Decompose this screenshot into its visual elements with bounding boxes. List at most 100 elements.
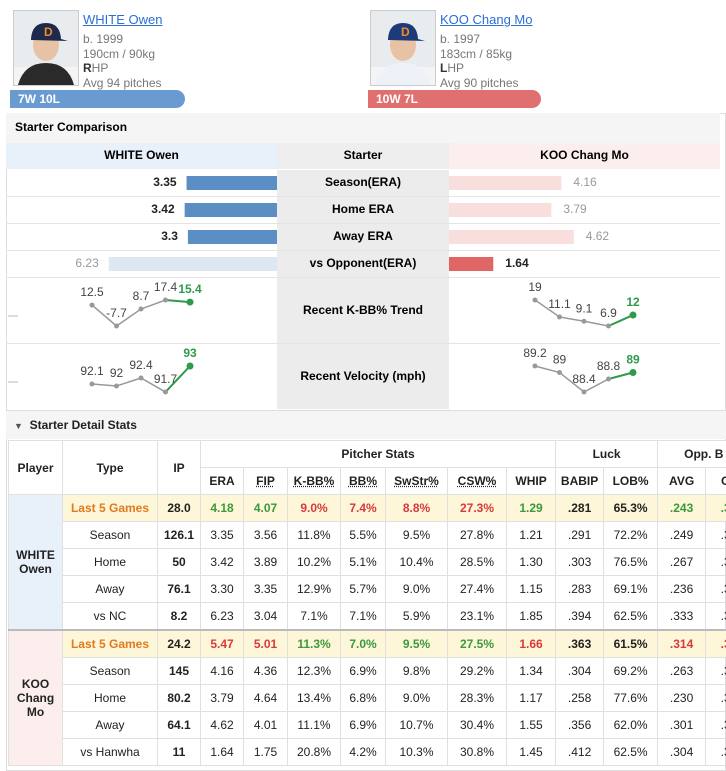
stat-cell: 80.2 [157, 684, 201, 712]
group-header: Pitcher Stats [199, 440, 557, 468]
stat-cell: 1.66 [505, 629, 557, 658]
column-header: CSW% [447, 467, 507, 495]
stat-cell: 6.8% [340, 684, 386, 712]
right-value: 4.16 [573, 175, 597, 189]
trend-line-last [165, 299, 191, 304]
type-cell: Away [62, 711, 158, 739]
stat-cell: 5.5% [340, 521, 386, 549]
trend-point [532, 363, 538, 369]
type-cell: vs NC [62, 602, 158, 631]
stat-cell: 69.2% [603, 657, 659, 685]
player-pitches: Avg 94 pitches [83, 75, 162, 90]
stat-cell: 1.75 [243, 738, 288, 766]
trend-value: 15.4 [178, 282, 202, 296]
stat-cell: .243 [657, 494, 707, 522]
stat-cell: 8.8% [385, 494, 448, 522]
stat-cell: 11 [157, 738, 201, 766]
trend-point [629, 369, 637, 376]
stat-cell: .412 [555, 738, 605, 766]
right-value: 4.62 [586, 229, 610, 243]
type-cell: Home [62, 548, 158, 576]
stat-cell: .3 [705, 629, 726, 658]
left-bar [108, 257, 277, 271]
detail-header[interactable]: ▼ Starter Detail Stats [6, 410, 726, 439]
trend-line-last [164, 365, 191, 393]
trend-label: Recent Velocity (mph) [300, 369, 425, 383]
trend-value: 93 [183, 346, 197, 360]
column-label: BB% [348, 474, 377, 488]
stat-cell: .263 [657, 657, 707, 685]
trend-value: 89 [626, 353, 640, 367]
stat-cell: 29.2% [447, 657, 507, 685]
stat-cell: 8.2 [157, 602, 201, 631]
stat-cell: 65.3% [603, 494, 659, 522]
column-label: ERA [209, 474, 235, 488]
comparison-title-band [6, 113, 720, 143]
stat-cell: .258 [555, 684, 605, 712]
trend-point [89, 302, 95, 308]
stat-cell: 1.55 [505, 711, 557, 739]
stat-cell: 64.1 [157, 711, 201, 739]
row-mid [277, 197, 449, 223]
right-value: 1.64 [505, 256, 529, 270]
stat-cell: .3 [705, 548, 726, 576]
player-hand: LHP [440, 61, 465, 75]
stat-row: Home 80.2 3.79 4.64 13.4% 6.8% 9.0% 28.3% 1.17.2… [9, 684, 726, 712]
stat-cell: 50 [157, 548, 201, 576]
stat-cell: .3 [705, 602, 726, 631]
caret: ▼ [14, 421, 23, 431]
trend-line-last [608, 314, 634, 327]
stat-cell: 76.1 [157, 575, 201, 603]
stat-cell: 5.01 [243, 629, 288, 658]
stat-cell: .3 [705, 521, 726, 549]
stat-cell: .314 [657, 629, 707, 658]
trend-value: 8.7 [133, 289, 150, 303]
stat-cell: 1.45 [505, 738, 557, 766]
trend-point [138, 375, 144, 381]
stat-cell: .291 [555, 521, 605, 549]
stat-cell: 3.42 [200, 548, 244, 576]
trend-point [163, 389, 168, 395]
trend-value: 91.7 [154, 372, 178, 386]
trend-value: 11.1 [548, 297, 571, 311]
trend-value: -7.7 [106, 306, 127, 320]
trend-value: 89 [553, 353, 567, 367]
trend-point [557, 370, 562, 375]
trend-point [532, 297, 538, 303]
stat-cell: 5.9% [385, 602, 448, 631]
table-body: WHITE Owen Last 5 Games 28.0 4.18 4.07 9.0% 7.… [8, 494, 726, 766]
column-header: LOB% [603, 467, 659, 495]
stat-row: Away 76.1 3.30 3.35 12.9% 5.7% 9.0% 27.4% 1.15.2… [9, 575, 726, 603]
player-name[interactable]: WHITE Owen [83, 12, 163, 27]
trend-value: 92.1 [80, 364, 104, 378]
stat-cell: 9.5% [385, 629, 448, 658]
stat-cell: 3.35 [243, 575, 288, 603]
stat-cell: 3.30 [200, 575, 244, 603]
stat-cell: 23.1% [447, 602, 507, 631]
trend-point [89, 381, 95, 387]
column-header: BB% [340, 467, 386, 495]
stat-row: vs NC 8.2 6.23 3.04 7.1% 7.1% 5.9% 23.1% 1.85.39… [9, 602, 726, 631]
left-bar [187, 230, 277, 244]
trend-mid [277, 278, 449, 343]
trend-value: 88.8 [597, 359, 621, 373]
stat-row: Season 126.1 3.35 3.56 11.8% 5.5% 9.5% 27.8% 1.2… [9, 521, 726, 549]
stat-cell: 10.7% [385, 711, 448, 739]
stat-cell: 7.4% [340, 494, 386, 522]
player-pitches: Avg 90 pitches [440, 75, 519, 90]
player-name[interactable]: KOO Chang Mo [440, 12, 533, 27]
stat-cell: .394 [555, 602, 605, 631]
stat-row: WHITE Owen Last 5 Games 28.0 4.18 4.07 9.0% 7.… [8, 494, 726, 631]
stat-cell: .267 [657, 548, 707, 576]
group-header: Luck [555, 440, 659, 468]
stat-row: vs Hanwha 11 1.64 1.75 20.8% 4.2% 10.3% 30.8% 1.… [9, 738, 726, 766]
column-row: ERA FIP K-BB% BB% SwStr% CSW% WHIP BABIP LOB% AVG… [9, 467, 726, 495]
stat-cell: 12.9% [287, 575, 341, 603]
stat-cell: 1.85 [505, 602, 557, 631]
detail-table: Player Type IP Pitcher Stats Luck Opp. B ERA FI… [8, 440, 726, 766]
svg-text:D: D [401, 25, 410, 39]
stat-cell: .3 [705, 575, 726, 603]
column-label: O [721, 474, 726, 488]
left-bar [186, 176, 277, 190]
record-bar: 10W 7L [368, 90, 541, 108]
